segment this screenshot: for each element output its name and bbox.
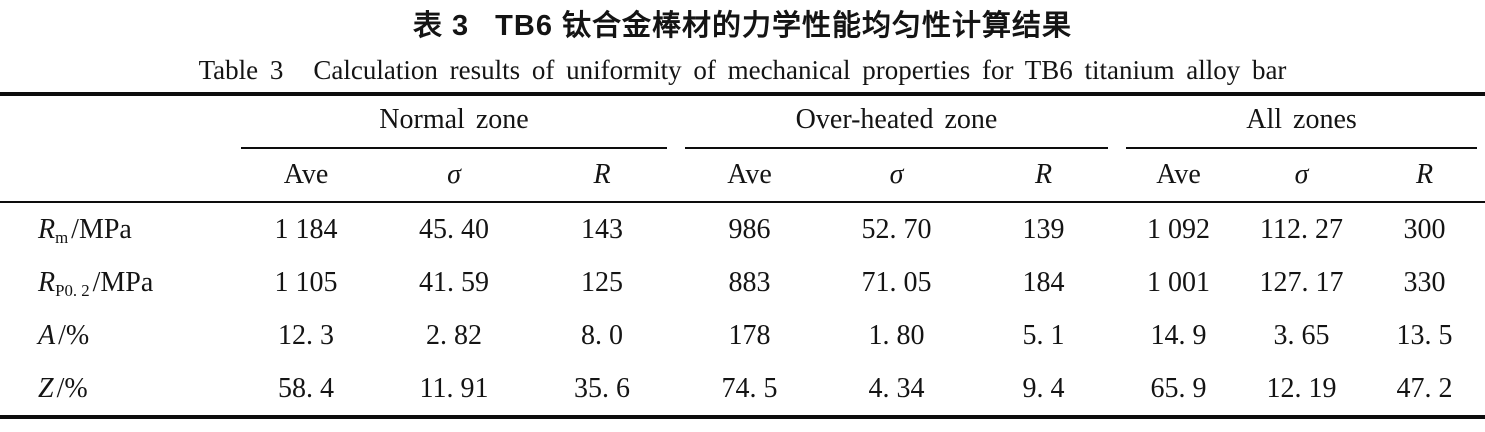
row-label-symbol: R [38,213,56,245]
row-label-subscript: m [55,227,69,247]
cell-value: 143 [581,213,623,245]
row-label-symbol: R [38,266,56,298]
stat-header-sigma: σ [380,149,528,203]
cell-value: 178 [728,319,771,351]
cell-value: 1 105 [274,266,338,298]
cell-value: 1 184 [274,213,338,245]
stat-header-range: R [970,149,1117,203]
cell-value: 13. 5 [1396,319,1453,351]
row-label-symbol: A [38,319,56,351]
table-caption-english: Table 3 Calculation results of uniformity… [0,48,1485,92]
stat-header-ave: Ave [232,149,380,203]
cell-value: 41. 59 [419,266,489,298]
stat-header-ave: Ave [676,149,823,203]
cell-value: 330 [1403,266,1446,298]
cell-value: 883 [728,266,771,298]
cell-value: 3. 65 [1273,319,1330,351]
mechanical-properties-table: Normal zone Over-heated zone All zones A… [0,92,1485,419]
cell-value: 1 092 [1147,213,1210,245]
cell-value: 2. 82 [426,319,482,351]
zone-header-row: Normal zone Over-heated zone All zones [0,94,1485,149]
table-row-rm: Rm/MPa 1 184 45. 40 143 986 52. 70 139 1… [0,202,1485,256]
table-title-en: Calculation results of uniformity of mec… [313,55,1287,85]
cell-value: 47. 2 [1396,372,1453,404]
cell-value: 71. 05 [861,266,932,298]
cell-value: 127. 17 [1259,266,1344,298]
stat-header-ave: Ave [1117,149,1240,203]
group-header-all-zones: All zones [1117,94,1485,149]
cell-value: 65. 9 [1150,372,1207,404]
group-header-all-zones-label: All zones [1126,96,1477,149]
cell-value: 1 001 [1147,266,1210,298]
table-number-en: Table 3 [198,55,284,85]
row-label-elongation: A/% [0,309,232,362]
row-label-unit: /MPa [92,266,154,298]
row-label-unit: /% [56,372,88,404]
table-row-elongation: A/% 12. 3 2. 82 8. 0 178 1. 80 5. 1 14. … [0,309,1485,362]
cell-value: 125 [581,266,623,298]
table-caption-chinese: 表 3 TB6 钛合金棒材的力学性能均匀性计算结果 [0,4,1485,48]
stat-header-sigma: σ [1240,149,1363,203]
row-label-symbol: Z [38,372,54,404]
cell-value: 52. 70 [861,213,932,245]
cell-value: 986 [728,213,771,245]
row-label-unit: /% [58,319,90,351]
stub-header-cell [0,149,232,203]
stat-header-range: R [1363,149,1485,203]
table-row-reduction: Z/% 58. 4 11. 91 35. 6 74. 5 4. 34 9. 4 … [0,362,1485,417]
stat-header-row: Ave σ R Ave σ R Ave σ R [0,149,1485,203]
cell-value: 12. 19 [1266,372,1337,404]
row-label-rm: Rm/MPa [0,202,232,256]
stat-header-range: R [528,149,676,203]
table-title-zh: TB6 钛合金棒材的力学性能均匀性计算结果 [495,10,1073,42]
row-label-subscript: P0. 2 [55,280,90,300]
cell-value: 4. 34 [868,372,925,404]
cell-value: 14. 9 [1150,319,1207,351]
cell-value: 184 [1022,266,1065,298]
cell-value: 139 [1022,213,1065,245]
cell-value: 300 [1403,213,1446,245]
row-label-reduction: Z/% [0,362,232,417]
cell-value: 8. 0 [581,319,623,351]
row-label-rp02: RP0. 2/MPa [0,256,232,309]
cell-value: 74. 5 [721,372,778,404]
row-label-unit: /MPa [71,213,132,245]
table-number-zh: 表 3 [412,10,470,42]
cell-value: 9. 4 [1022,372,1065,404]
group-header-overheated-zone: Over-heated zone [676,94,1117,149]
cell-value: 112. 27 [1260,213,1343,245]
cell-value: 1. 80 [868,319,925,351]
group-header-overheated-zone-label: Over-heated zone [685,96,1108,149]
cell-value: 12. 3 [278,319,334,351]
cell-value: 11. 91 [419,372,489,404]
cell-value: 58. 4 [278,372,334,404]
group-header-normal-zone: Normal zone [232,94,676,149]
group-header-normal-zone-label: Normal zone [241,96,667,149]
cell-value: 5. 1 [1022,319,1065,351]
stat-header-sigma: σ [823,149,970,203]
cell-value: 45. 40 [419,213,489,245]
table-row-rp02: RP0. 2/MPa 1 105 41. 59 125 883 71. 05 1… [0,256,1485,309]
stub-header-cell [0,94,232,149]
cell-value: 35. 6 [574,372,630,404]
